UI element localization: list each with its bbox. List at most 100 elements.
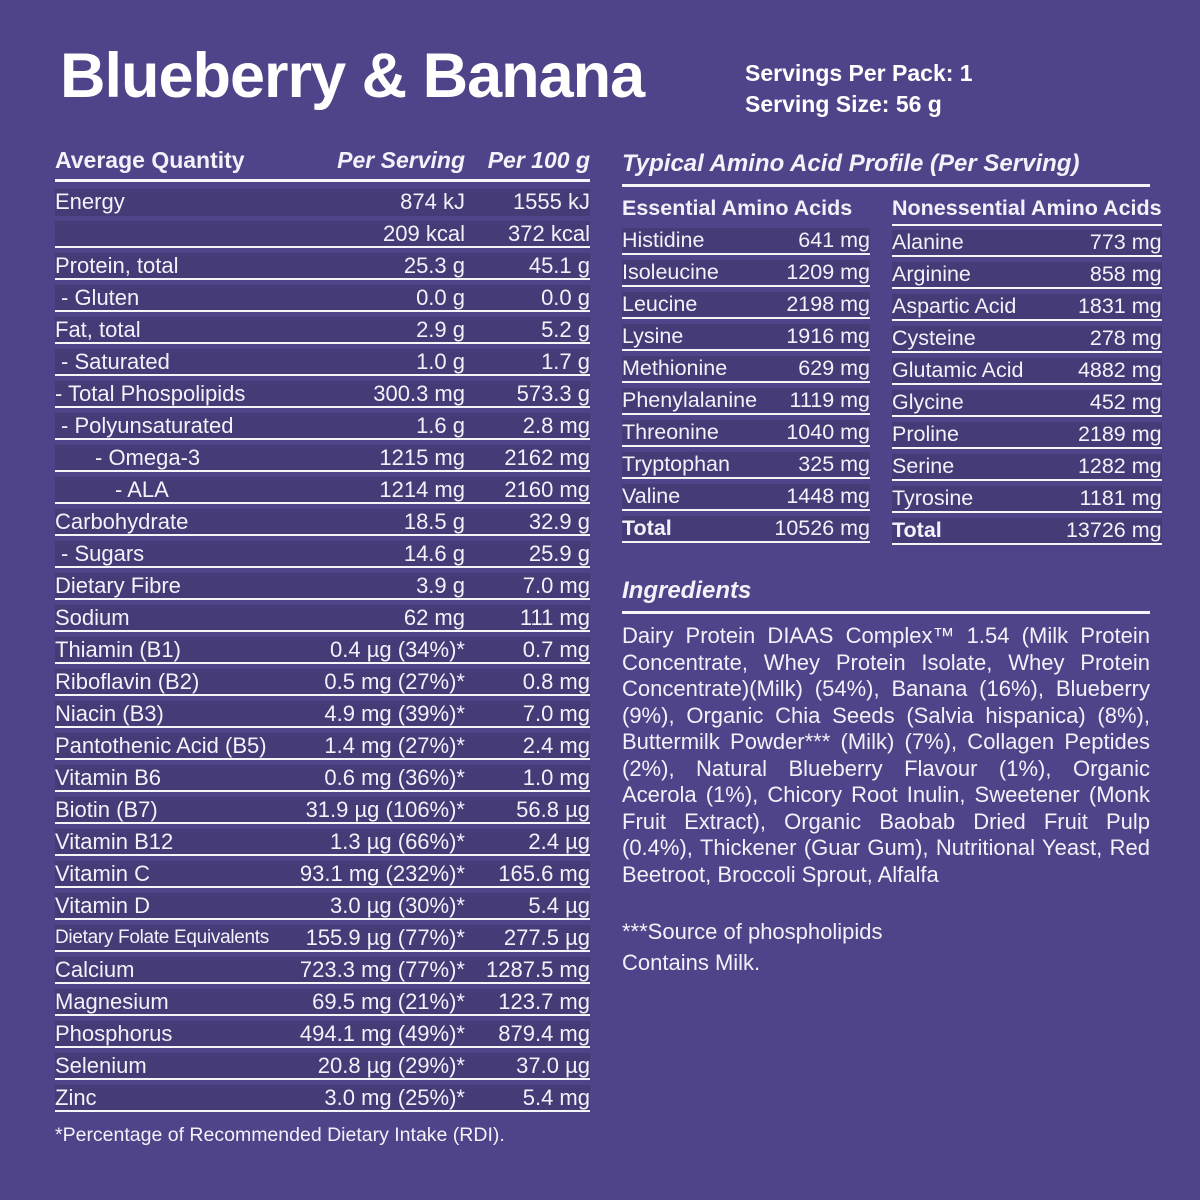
nonessential-amino-acids-table: Nonessential Amino Acids Alanine 773 mg … bbox=[892, 196, 1162, 550]
per-100g-value: 5.4 mg bbox=[522, 1085, 590, 1110]
nutrition-row: Energy 874 kJ 1555 kJ bbox=[55, 189, 590, 216]
amino-acid-name: Serine bbox=[892, 453, 955, 478]
nutrient-name: Vitamin B12 bbox=[55, 829, 174, 854]
nutrition-row: Vitamin D 3.0 µg (30%)* 5.4 µg bbox=[55, 893, 590, 920]
amino-acid-name: Methionine bbox=[622, 355, 728, 380]
nutrient-name: Fat, total bbox=[55, 317, 141, 342]
per-100g-value: 2160 mg bbox=[504, 477, 590, 502]
nutrition-row: Dietary Fibre 3.9 g 7.0 mg bbox=[55, 573, 590, 600]
nutrient-name: Phosphorus bbox=[55, 1021, 173, 1046]
per-serving-value: 1.3 µg (66%)* bbox=[330, 829, 465, 854]
per-100g-value: 1555 kJ bbox=[512, 189, 590, 214]
per-100g-value: 879.4 mg bbox=[498, 1021, 590, 1046]
per-100g-value: 0.8 mg bbox=[522, 669, 590, 694]
amino-acid-name: Leucine bbox=[622, 291, 698, 316]
amino-acid-value: 452 mg bbox=[1089, 389, 1162, 414]
per-100g-value: 5.4 µg bbox=[528, 893, 590, 918]
per-serving-value: 1.4 mg (27%)* bbox=[324, 733, 465, 758]
per-serving-value: 300.3 mg bbox=[373, 381, 465, 406]
nutrient-name: Biotin (B7) bbox=[55, 797, 158, 822]
per-100g-value: 45.1 g bbox=[528, 253, 590, 278]
per-serving-value: 3.0 µg (30%)* bbox=[330, 893, 465, 918]
per-100g-value: 165.6 mg bbox=[498, 861, 590, 886]
per-100g-value: 37.0 µg bbox=[516, 1053, 590, 1078]
amino-acid-name: Arginine bbox=[892, 261, 971, 286]
per-100g-value: 1.7 g bbox=[541, 349, 590, 374]
per-100g-value: 1287.5 mg bbox=[486, 957, 590, 982]
nutrition-row: - Sugars 14.6 g 25.9 g bbox=[55, 541, 590, 568]
per-serving-value: 1.6 g bbox=[416, 413, 465, 438]
per-100g-value: 32.9 g bbox=[528, 509, 590, 534]
per-serving-value: 14.6 g bbox=[403, 541, 465, 566]
right-panel: Typical Amino Acid Profile (Per Serving)… bbox=[622, 150, 1162, 978]
per-100g-value: 2162 mg bbox=[504, 445, 590, 470]
nutrition-row: Selenium 20.8 µg (29%)* 37.0 µg bbox=[55, 1053, 590, 1080]
nutrient-name: - Total Phospolipids bbox=[55, 381, 246, 406]
amino-acid-row: Total 10526 mg bbox=[622, 516, 870, 543]
per-serving-value: 494.1 mg (49%)* bbox=[299, 1021, 465, 1046]
nutrition-row: Dietary Folate Equivalents 155.9 µg (77%… bbox=[55, 925, 590, 952]
nutrient-name: - Polyunsaturated bbox=[61, 413, 234, 438]
amino-acid-value: 13726 mg bbox=[1065, 517, 1162, 542]
amino-acid-row: Methionine 629 mg bbox=[622, 356, 870, 383]
per-serving-value: 3.9 g bbox=[416, 573, 465, 598]
per-serving-value: 20.8 µg (29%)* bbox=[317, 1053, 465, 1078]
amino-acid-name: Total bbox=[622, 515, 672, 540]
per-100g-value: 7.0 mg bbox=[522, 573, 590, 598]
amino-acid-value: 278 mg bbox=[1089, 325, 1162, 350]
amino-acid-name: Threonine bbox=[622, 419, 719, 444]
nutrient-name: Magnesium bbox=[55, 989, 169, 1014]
ingredients-section: Ingredients Dairy Protein DIAAS Complex™… bbox=[622, 577, 1150, 978]
essential-amino-acids-header: Essential Amino Acids bbox=[622, 196, 853, 220]
nutrient-name: Vitamin C bbox=[55, 861, 150, 886]
amino-acid-row: Aspartic Acid 1831 mg bbox=[892, 294, 1162, 321]
nutrient-name: Energy bbox=[55, 189, 125, 214]
amino-acid-name: Cysteine bbox=[892, 325, 976, 350]
rdi-footnote: *Percentage of Recommended Dietary Intak… bbox=[55, 1124, 505, 1146]
nutrition-row: - Gluten 0.0 g 0.0 g bbox=[55, 285, 590, 312]
per-100g-value: 2.8 mg bbox=[522, 413, 590, 438]
nutrition-row: Fat, total 2.9 g 5.2 g bbox=[55, 317, 590, 344]
amino-acid-name: Phenylalanine bbox=[622, 387, 758, 412]
amino-acid-value: 1916 mg bbox=[786, 323, 870, 348]
per-100g-value: 277.5 µg bbox=[503, 925, 590, 950]
nutrient-name: - Saturated bbox=[61, 349, 170, 374]
nutrient-name: Riboflavin (B2) bbox=[55, 669, 200, 694]
per-100g-value: 0.7 mg bbox=[522, 637, 590, 662]
per-100g-value: 123.7 mg bbox=[498, 989, 590, 1014]
amino-acid-name: Lysine bbox=[622, 323, 684, 348]
column-header-average-quantity: Average Quantity bbox=[55, 147, 245, 173]
per-serving-value: 155.9 µg (77%)* bbox=[305, 925, 465, 950]
per-serving-value: 62 mg bbox=[403, 605, 465, 630]
amino-acid-row: Alanine 773 mg bbox=[892, 230, 1162, 257]
amino-acid-value: 2198 mg bbox=[786, 291, 870, 316]
amino-acid-name: Tryptophan bbox=[622, 451, 730, 476]
amino-acid-row: Valine 1448 mg bbox=[622, 484, 870, 511]
amino-acid-row: Leucine 2198 mg bbox=[622, 292, 870, 319]
nutrient-name: Niacin (B3) bbox=[55, 701, 164, 726]
per-serving-value: 1.0 g bbox=[416, 349, 465, 374]
per-serving-value: 4.9 mg (39%)* bbox=[324, 701, 465, 726]
nutrition-row: Sodium 62 mg 111 mg bbox=[55, 605, 590, 632]
amino-acid-row: Phenylalanine 1119 mg bbox=[622, 388, 870, 415]
amino-acid-tables: Essential Amino Acids Histidine 641 mg I… bbox=[622, 196, 1162, 550]
amino-acid-value: 629 mg bbox=[798, 355, 870, 380]
amino-acid-name: Proline bbox=[892, 421, 959, 446]
ingredients-text: Dairy Protein DIAAS Complex™ 1.54 (Milk … bbox=[622, 623, 1150, 887]
nutrient-name: - Omega-3 bbox=[95, 445, 201, 470]
amino-acid-name: Alanine bbox=[892, 229, 964, 254]
per-100g-value: 56.8 µg bbox=[516, 797, 590, 822]
nutrition-row: Vitamin B6 0.6 mg (36%)* 1.0 mg bbox=[55, 765, 590, 792]
nutrient-name: Carbohydrate bbox=[55, 509, 189, 534]
nutrition-row: - ALA 1214 mg 2160 mg bbox=[55, 477, 590, 504]
nutrition-row: Pantothenic Acid (B5) 1.4 mg (27%)* 2.4 … bbox=[55, 733, 590, 760]
per-serving-value: 3.0 mg (25%)* bbox=[324, 1085, 465, 1110]
nutrition-row: Magnesium 69.5 mg (21%)* 123.7 mg bbox=[55, 989, 590, 1016]
nutrient-name: Zinc bbox=[55, 1085, 97, 1110]
nutrient-name: Dietary Folate Equivalents bbox=[55, 927, 269, 948]
servings-per-pack: Servings Per Pack: 1 bbox=[745, 60, 973, 86]
nonessential-amino-acids-header: Nonessential Amino Acids bbox=[892, 196, 1162, 226]
amino-acid-value: 325 mg bbox=[798, 451, 870, 476]
per-serving-value: 1215 mg bbox=[379, 445, 465, 470]
nutrition-row: Carbohydrate 18.5 g 32.9 g bbox=[55, 509, 590, 536]
